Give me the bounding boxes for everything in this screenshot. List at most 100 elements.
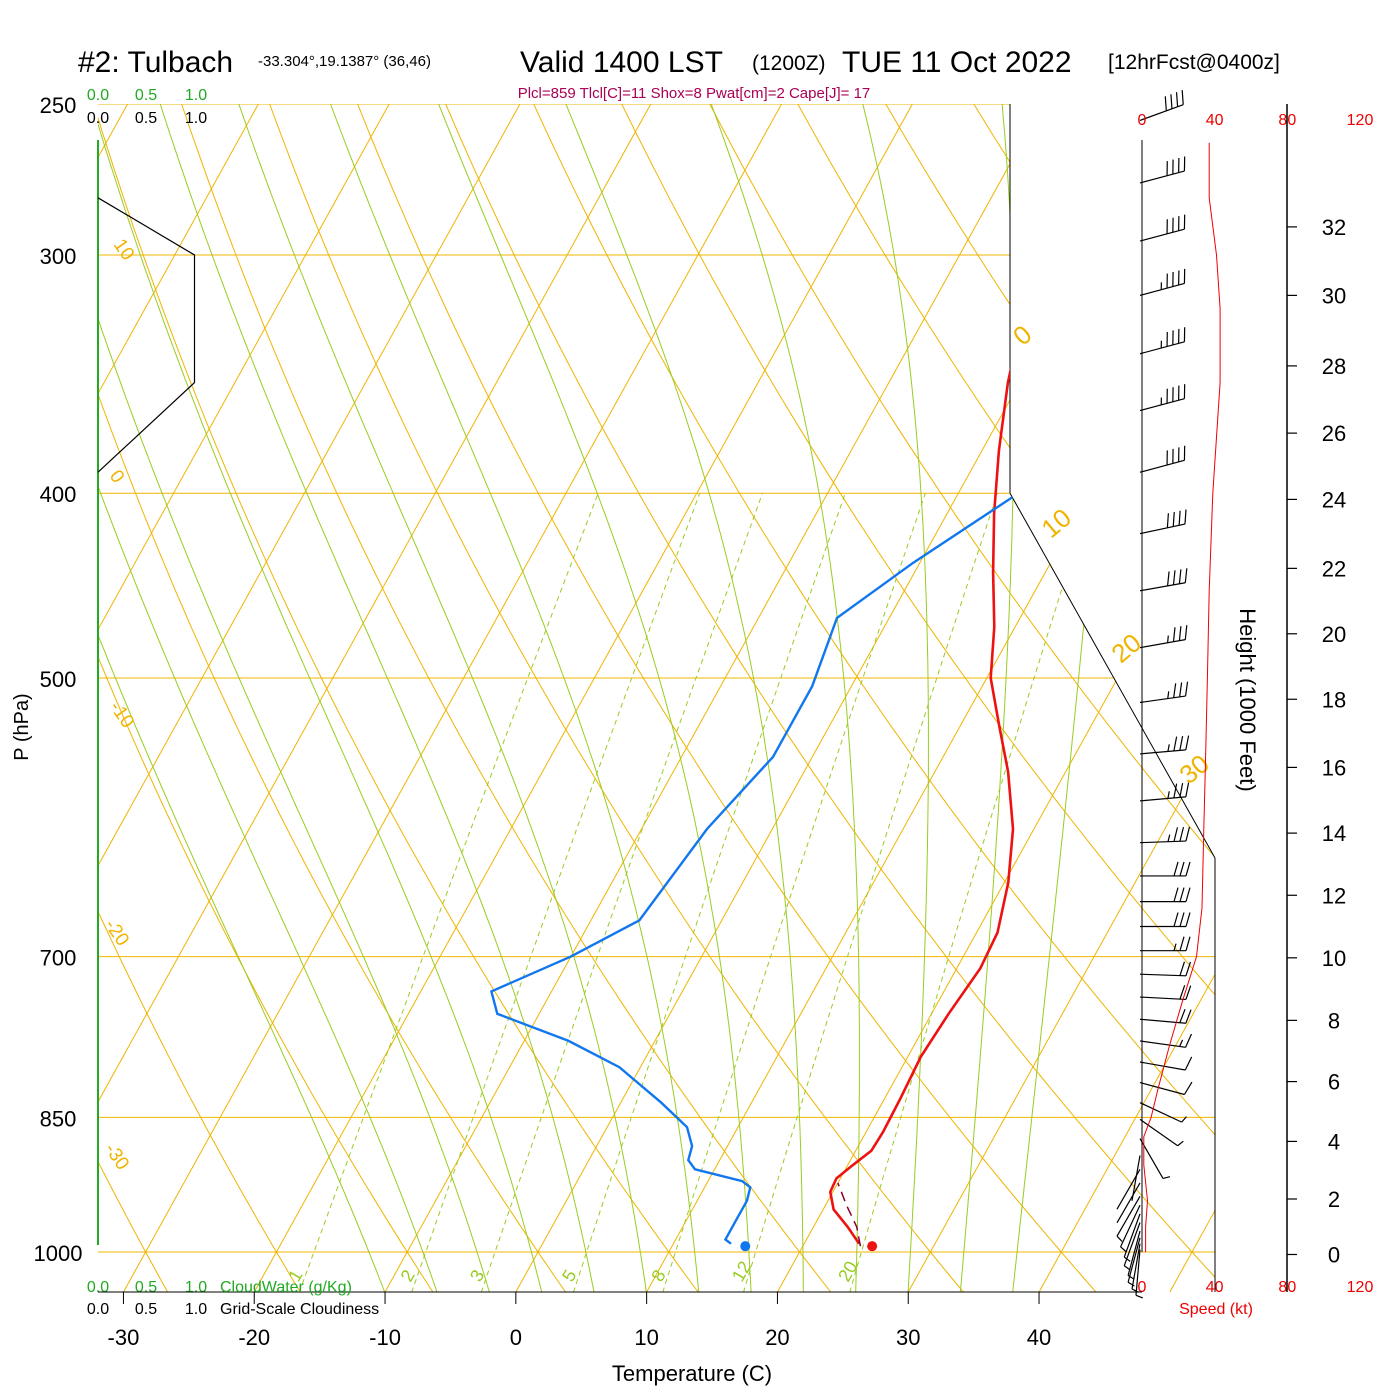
wind-barb-staff <box>1139 582 1186 592</box>
wind-barb-half-feather <box>1167 834 1171 842</box>
wind-barb-feather <box>1179 912 1185 927</box>
wind-barb <box>1139 509 1187 535</box>
wind-barb-staff <box>1139 796 1186 802</box>
height-axis-tick-label: 2 <box>1328 1187 1340 1212</box>
dry-adiabat-line <box>604 104 1215 1292</box>
wind-barb <box>1139 1056 1193 1071</box>
wind-barb-half-feather <box>1173 943 1177 951</box>
wind-barb-feather <box>1173 912 1179 927</box>
isotherm-line <box>777 104 1215 1292</box>
wind-barb-feather <box>1179 985 1186 1000</box>
wind-barb <box>1139 268 1186 296</box>
wind-barb-feather <box>1185 782 1190 798</box>
wind-barb-half-feather <box>1167 791 1170 799</box>
cloud-water-label: CloudWater (g/Kg) <box>220 1279 352 1296</box>
dry-adiabat-line <box>691 104 1215 1292</box>
isotherm-line <box>98 104 521 1292</box>
moist-adiabat-line <box>330 104 700 1292</box>
moist-adiabat-line <box>1012 104 1121 1292</box>
height-axis-tick-label: 12 <box>1322 883 1346 908</box>
dry-adiabat-line <box>256 104 965 1292</box>
wind-speed-label: Speed (kt) <box>1179 1301 1253 1318</box>
dry-adiabat-label: 0 <box>1007 319 1037 351</box>
wind-barb-feather <box>1185 826 1191 842</box>
dry-adiabat-line <box>778 104 1215 1292</box>
y-axis-title: P (hPa) <box>11 693 33 760</box>
wind-barb-feather <box>1178 626 1182 641</box>
wind-barb-feather <box>1164 96 1167 111</box>
wind-barb-feather <box>1185 985 1192 1000</box>
wind-barb-staff <box>1120 1204 1141 1248</box>
cloud-water-tick-top: 0.5 <box>135 87 157 104</box>
moist-adiabat-line <box>565 104 804 1292</box>
isotherm-line <box>1169 104 1215 1292</box>
mixing-ratio-line <box>480 493 763 1292</box>
wind-barb-half-feather <box>1166 635 1169 643</box>
height-axis-tick-label: 6 <box>1328 1070 1340 1095</box>
x-axis-tick-label: 20 <box>765 1325 789 1350</box>
wind-barb-staff <box>1139 104 1184 121</box>
moist-adiabat-line <box>959 104 1015 1292</box>
wind-barb-feather <box>1178 510 1181 526</box>
wind-barb-feather <box>1181 90 1184 105</box>
wind-barb-staff <box>1139 1061 1186 1071</box>
wind-barb <box>1140 912 1191 928</box>
wind-barb-staff <box>1139 749 1186 755</box>
wind-barb-feather <box>1179 783 1184 798</box>
x-axis-title: Temperature (C) <box>612 1361 772 1386</box>
wind-barb-half-feather <box>1177 1140 1184 1147</box>
wind-barb <box>1139 384 1186 412</box>
cloudiness-tick-top: 0.5 <box>135 110 157 127</box>
isotherm-line <box>98 104 259 1292</box>
wind-barb-half-feather <box>1120 1246 1127 1253</box>
wind-barb-half-feather <box>1167 744 1170 752</box>
wind-barb-feather <box>1185 887 1191 902</box>
height-axis-tick-label: 8 <box>1328 1008 1340 1033</box>
wind-barb-feather <box>1179 736 1184 751</box>
dry-adiabat-line <box>98 104 699 1292</box>
wind-barb-feather <box>1170 94 1173 109</box>
dry-adiabat-line <box>98 104 301 1292</box>
wind-barb-feather <box>1179 682 1183 697</box>
height-axis-tick-label: 32 <box>1322 215 1346 240</box>
dry-adiabat-line <box>1126 104 1215 1292</box>
wind-barb-feather <box>1166 513 1169 528</box>
wind-barb <box>1139 1081 1193 1096</box>
dry-adiabat-line <box>517 104 1215 1292</box>
wind-barb-feather <box>1179 961 1186 976</box>
wind-barb-half-feather <box>1123 1256 1131 1262</box>
wind-barb <box>1139 1008 1192 1024</box>
height-axis-tick-label: 0 <box>1328 1242 1340 1267</box>
dry-adiabat-label: 30 <box>1173 748 1214 790</box>
isotherm-line <box>907 104 1215 1292</box>
moist-adiabat-line <box>98 104 543 1292</box>
wind-barb <box>1139 156 1186 184</box>
dry-adiabat-label: -30 <box>100 1140 133 1175</box>
height-axis-tick-label: 16 <box>1322 755 1346 780</box>
wind-barb <box>1131 1155 1141 1201</box>
x-axis-tick-label: -10 <box>369 1325 401 1350</box>
axes: -30 -20 -10 0 10 20 30 402503004005007008501000… <box>34 93 1347 1350</box>
cloud-water-tick-bottom: 1.0 <box>185 1279 207 1296</box>
height-axis-tick-label: 22 <box>1322 556 1346 581</box>
wind-barb <box>1139 214 1186 242</box>
wind-barb-feather <box>1179 887 1185 902</box>
plot-frame: 0.0 0.0 0.5 0.5 1.0 1.0 0.0 0.0 0.5 0.5 1.0 1.0 <box>87 87 1216 1318</box>
wind-barb <box>1139 1118 1184 1147</box>
sounding-profiles <box>489 129 1181 1247</box>
height-axis-title: Height (1000 Feet) <box>1235 608 1260 791</box>
isotherm-line <box>98 104 652 1292</box>
wind-barb-staff <box>1116 1196 1141 1237</box>
chart-title-forecast: [12hrFcst@0400z] <box>1108 51 1280 74</box>
pressure-tick-label: 850 <box>40 1106 77 1131</box>
wind-barb <box>1139 735 1190 755</box>
height-axis-tick-label: 30 <box>1322 283 1346 308</box>
wind-barb-staff <box>1139 695 1186 704</box>
dry-adiabat-line <box>865 104 1215 1292</box>
x-axis-tick-label: -30 <box>108 1325 140 1350</box>
cloudiness-tick-bottom: 0.0 <box>87 1301 109 1318</box>
wind-barb-staff <box>1139 282 1185 296</box>
moist-adiabat-line <box>159 104 595 1292</box>
wind-speed-tick-top: 120 <box>1347 112 1374 129</box>
